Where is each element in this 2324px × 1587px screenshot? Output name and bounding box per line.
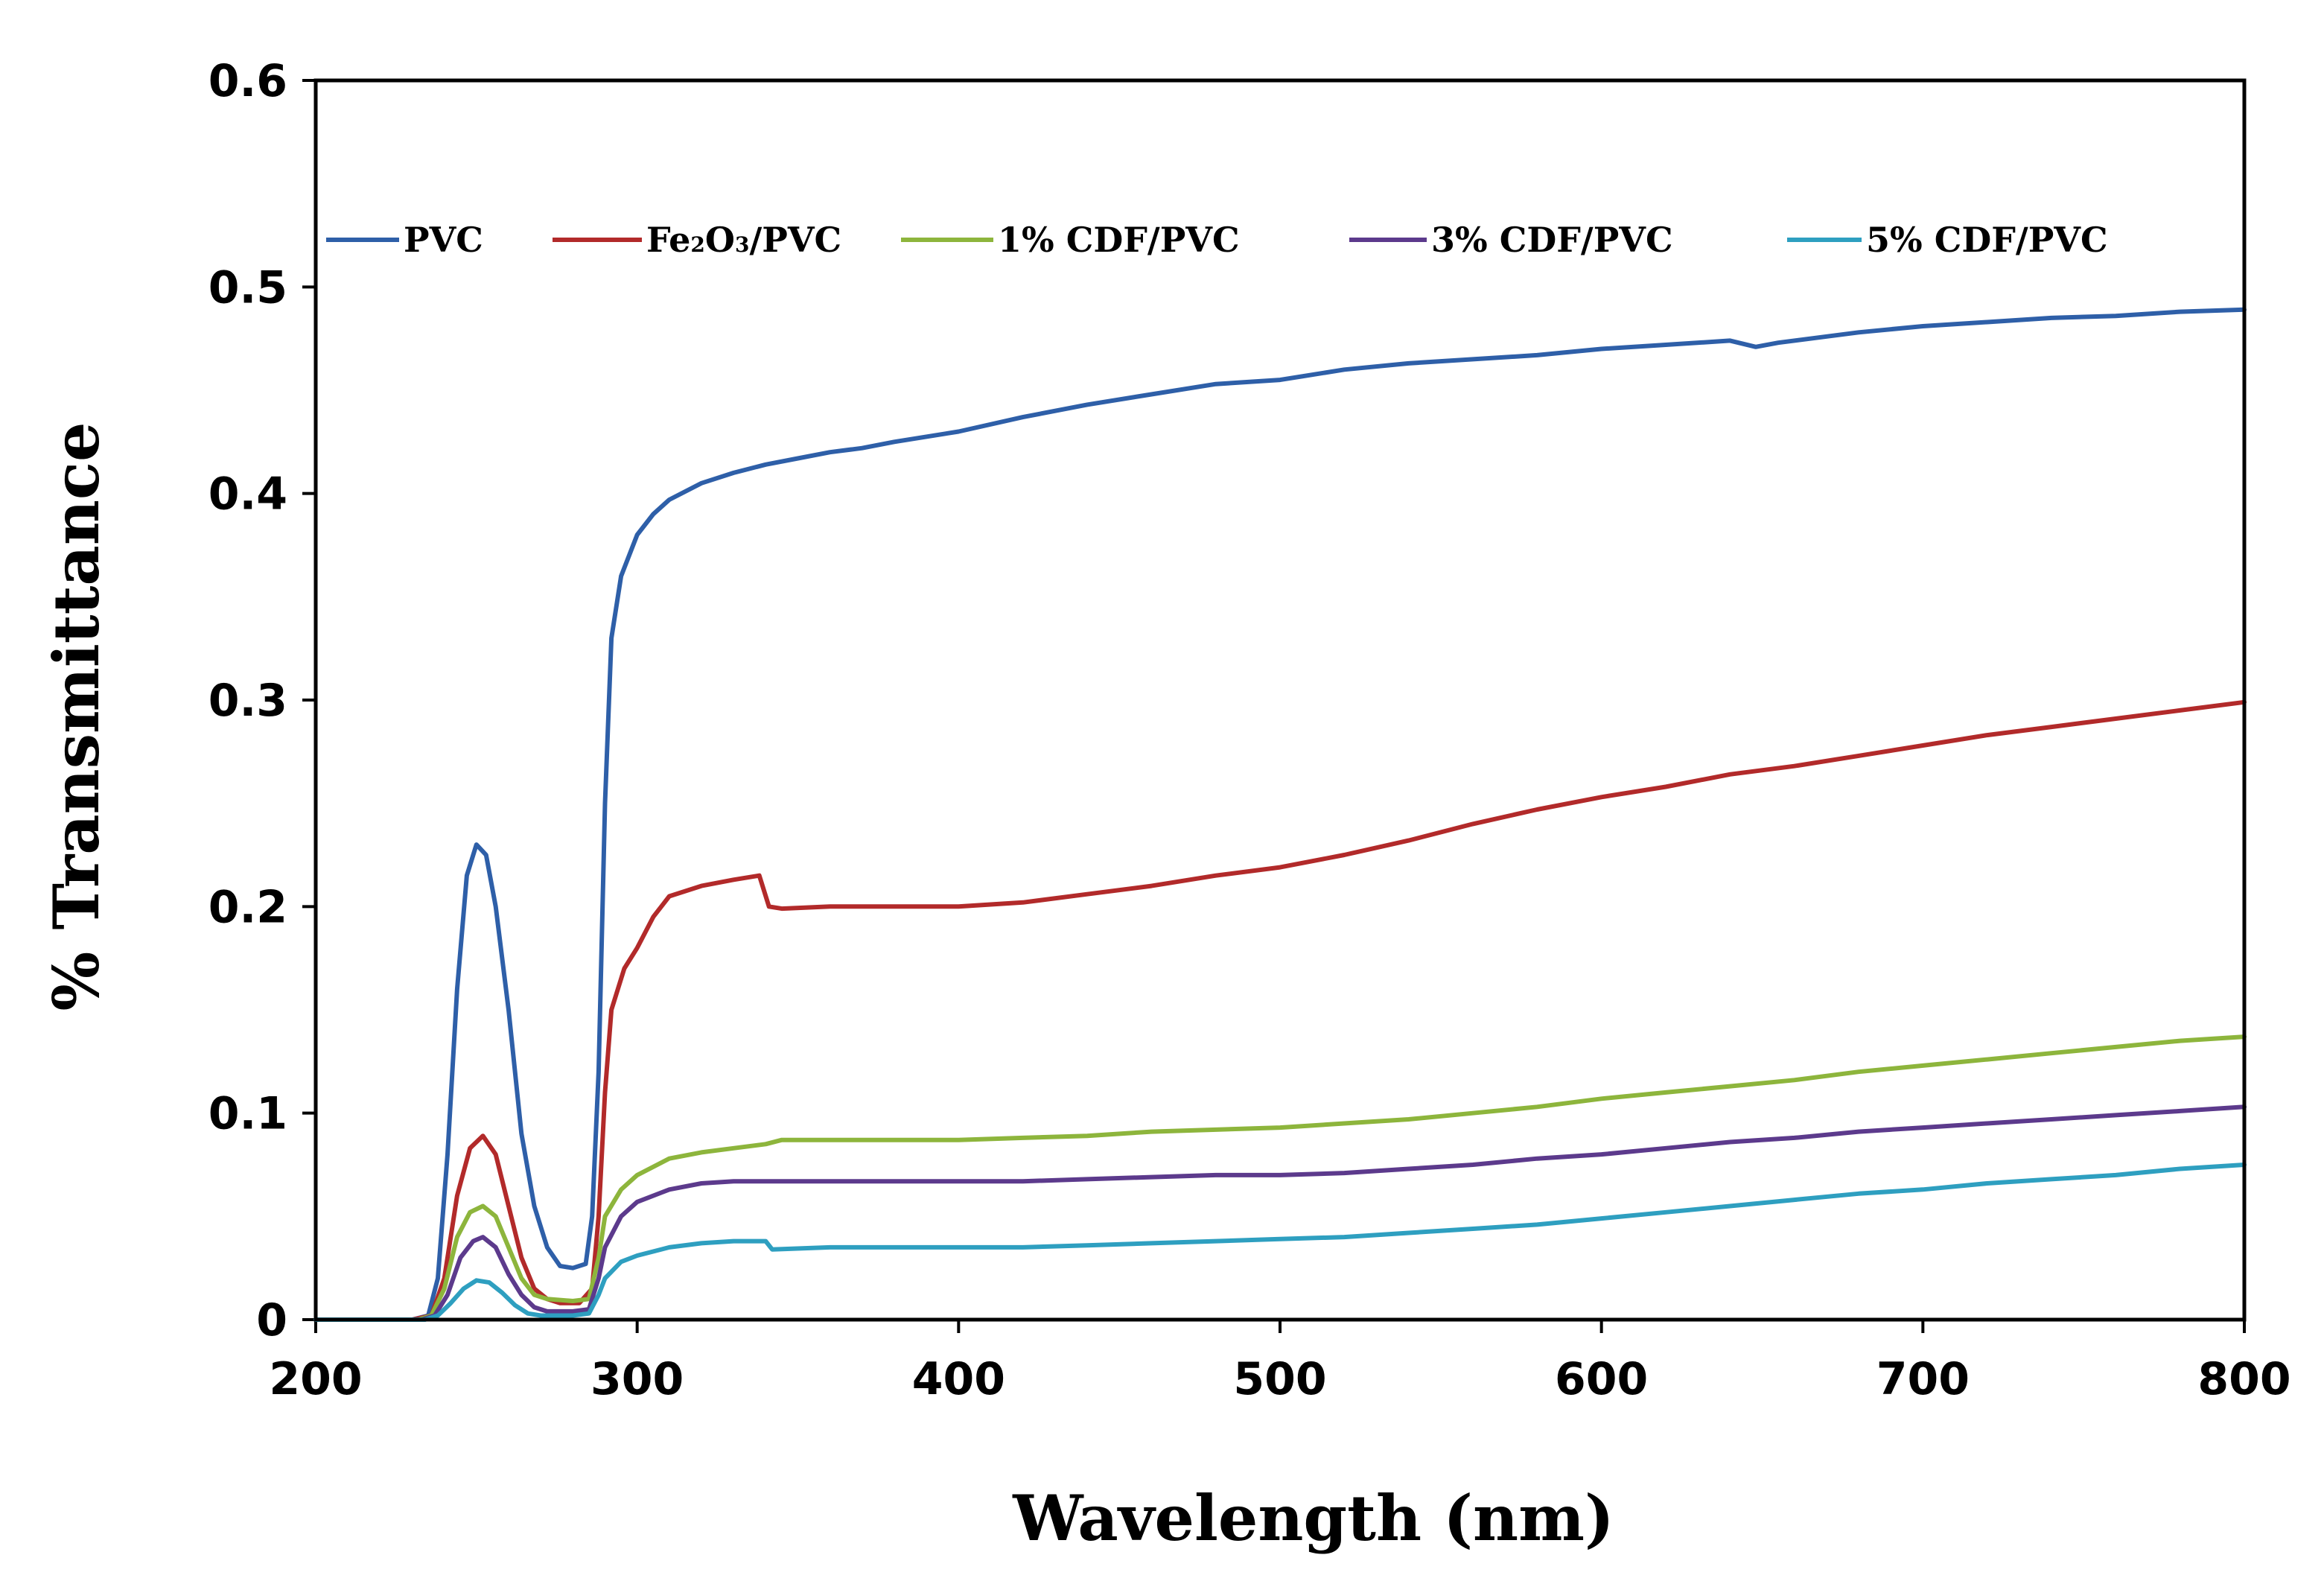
x-tick-label: 600: [1555, 1353, 1648, 1405]
series-line-fe2o3-pvc: [313, 699, 2247, 1322]
y-tick-label: 0.2: [208, 881, 287, 933]
y-tick-label: 0.5: [208, 261, 287, 314]
legend-item-pvc: PVC: [326, 220, 483, 260]
legend-item-fe2o3-pvc: Fe2O3/PVC: [553, 220, 841, 260]
legend-label-fe2o3-sub1: 2: [690, 232, 704, 257]
y-tick-label: 0.6: [208, 55, 287, 107]
series-line-3pct-cdf-pvc: [313, 1104, 2247, 1322]
legend-label-fe2o3-sub2: 3: [735, 232, 749, 257]
plot-frame: [313, 78, 2247, 1322]
series-line-5pct-cdf-pvc: [313, 1163, 2247, 1322]
series-layer: [313, 307, 2247, 1322]
x-tick-label: 700: [1876, 1353, 1970, 1405]
series-line-1pct-cdf-pvc: [313, 1034, 2247, 1322]
x-tick-label: 300: [590, 1353, 684, 1405]
legend-item-1pct-cdf-pvc: 1% CDF/PVC: [901, 220, 1240, 260]
x-tick-label: 500: [1233, 1353, 1326, 1405]
y-tick-label: 0: [256, 1294, 287, 1346]
series-line-pvc: [313, 307, 2247, 1322]
x-tick-label: 400: [912, 1353, 1005, 1405]
legend-label-fe2o3-pvc: Fe2O3/PVC: [646, 220, 841, 260]
legend-label-5pct-cdf-pvc: 5% CDF/PVC: [1866, 220, 2108, 260]
legend-label-fe2o3-fe: Fe: [646, 220, 690, 260]
y-tick-label: 0.3: [208, 675, 287, 727]
x-axis-title: Wavelength (nm): [1012, 1481, 1614, 1555]
legend-label-1pct-cdf-pvc: 1% CDF/PVC: [998, 220, 1240, 260]
legend-item-5pct-cdf-pvc: 5% CDF/PVC: [1787, 220, 2108, 260]
legend-label-3pct-cdf-pvc: 3% CDF/PVC: [1431, 220, 1673, 260]
ticks-layer: 200 300 400 500 600 700 800 0 0.1 0.2 0.3 0.4 0.5 0.6: [208, 55, 2291, 1405]
y-tick-label: 0.1: [208, 1088, 287, 1140]
y-axis-title: % Transmittance: [39, 422, 113, 1011]
x-tick-label: 800: [2197, 1353, 2290, 1405]
x-tick-label: 200: [269, 1353, 362, 1405]
legend-label-fe2o3-o: O: [705, 220, 735, 260]
y-tick-label: 0.4: [208, 468, 287, 521]
legend-label-fe2o3-end: /PVC: [749, 220, 841, 260]
legend: PVC Fe2O3/PVC 1% CDF/PVC 3% CDF/PVC 5% C…: [326, 220, 2108, 260]
legend-label-pvc: PVC: [404, 220, 483, 260]
legend-item-3pct-cdf-pvc: 3% CDF/PVC: [1349, 220, 1673, 260]
